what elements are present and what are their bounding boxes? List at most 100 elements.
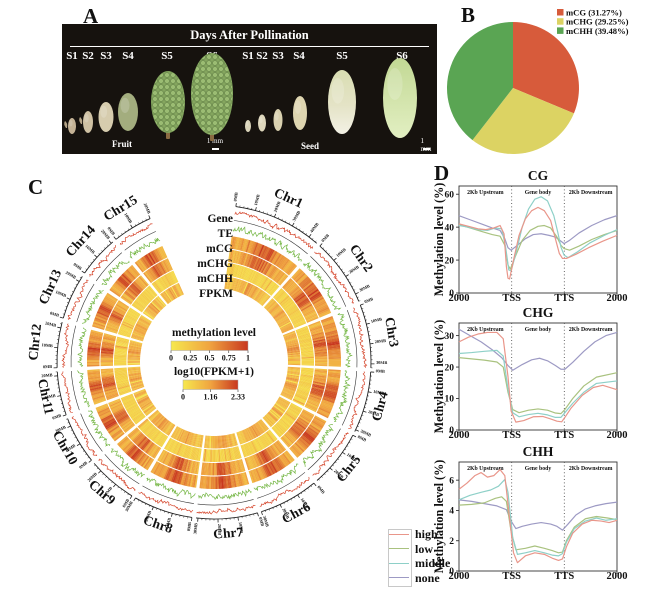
seed-stage-label-s6: S6 <box>396 50 408 62</box>
chart-title-chg: CHG <box>523 305 554 320</box>
fpkm-colorbar-tick: 2.33 <box>231 393 245 402</box>
te-density-line <box>303 262 342 311</box>
mchg-heatmap-ring <box>120 275 149 305</box>
mcg-heatmap-ring <box>248 450 295 484</box>
pie-slice-mcg <box>513 22 579 114</box>
mcg-heatmap-ring <box>150 461 198 488</box>
chart-chh: CHH Methylation level (%) 2Kb Upstream Gene… <box>432 444 628 582</box>
mcg-heatmap-ring <box>109 264 141 298</box>
mb-tick-label: 10MB <box>55 289 67 298</box>
fpkm-heatmap-ring <box>160 282 184 305</box>
fruit-s2-photo <box>79 111 93 133</box>
mb-tick-label: 30MB <box>291 210 301 222</box>
fpkm-colorbar-title: log10(FPKM+1) <box>174 366 254 378</box>
methylation-colorbar-tick: 0 <box>169 354 173 363</box>
chart-title-cg: CG <box>528 168 549 183</box>
mb-tick-label: 0MB <box>233 192 239 202</box>
mb-tick-label: 0MB <box>357 434 367 443</box>
mchh-heatmap-ring <box>272 288 307 329</box>
seed-stage-label-s3: S3 <box>272 50 284 62</box>
mchh-heatmap-ring <box>114 336 130 366</box>
mb-tick-label: 30MB <box>360 428 372 437</box>
chromosome-label-chr10: Chr10 <box>50 428 81 468</box>
gene-density-line <box>138 491 194 513</box>
gene-density-line <box>61 371 73 413</box>
region-label: 2Kb Downstream <box>569 466 613 472</box>
fpkm-heatmap-ring <box>280 366 301 401</box>
pie-legend-label-mchg: mCHG (29.25%) <box>566 17 629 27</box>
mchg-heatmap-ring <box>200 459 246 476</box>
mb-tick-label: 0MB <box>106 226 116 236</box>
gene-density-line <box>61 323 70 368</box>
x-tick-label: TTS <box>554 293 574 304</box>
chg-series-middle <box>458 349 618 419</box>
y-axis-label: Methylation level (%) <box>432 320 446 434</box>
te-density-line <box>232 226 302 262</box>
mcg-heatmap-ring <box>87 369 107 405</box>
mchh-heatmap-ring <box>292 367 314 407</box>
methylation-colorbar-tick: 0.25 <box>183 354 197 363</box>
fpkm-heatmap-ring <box>147 409 176 436</box>
mb-tick-label: 20MB <box>143 202 152 214</box>
fruit-stage-label-s1: S1 <box>66 50 78 62</box>
te-density-line <box>87 410 111 447</box>
chg-series-low <box>458 357 618 415</box>
mcg-heatmap-ring <box>117 435 155 471</box>
pie-slice-mchh <box>446 22 513 141</box>
mb-tick-label: 20MB <box>41 372 53 378</box>
mb-tick-label: 20MB <box>368 409 380 417</box>
mchg-heatmap-ring <box>308 320 328 367</box>
mb-tick-label: 20MB <box>333 468 345 479</box>
mb-tick-label: 0MB <box>186 522 192 532</box>
legend-label-middle: middle <box>415 556 451 571</box>
region-label: 2Kb Upstream <box>467 466 504 472</box>
gene-density-line <box>67 279 89 321</box>
chromosome-label-chr15: Chr15 <box>101 192 140 224</box>
legend-label-high: high <box>415 527 438 542</box>
track-labels: Gene TE mCG mCHG mCHH FPKM <box>197 213 233 300</box>
track-label-gene: Gene <box>207 213 233 225</box>
panel-c-letter: C <box>28 175 44 199</box>
mb-tick-label: 20MB <box>143 510 152 522</box>
mchh-heatmap-ring <box>151 270 179 294</box>
mchh-heatmap-ring <box>240 429 278 458</box>
mb-tick-label: 10MB <box>41 342 53 348</box>
mchh-heatmap-ring <box>131 285 158 313</box>
chromosome-chr3: 0MB 10MB 20MB 30MB Chr3 <box>282 296 402 369</box>
mb-tick-label: 0MB <box>121 498 130 508</box>
x-tick-label: TSS <box>502 430 521 441</box>
seed-stage-label-s5: S5 <box>336 50 348 62</box>
mb-tick-label: 20MB <box>100 228 111 240</box>
mb-tick-label: 10MB <box>335 247 347 258</box>
mb-tick-label: 10MB <box>370 316 382 324</box>
fpkm-heatmap-ring <box>262 396 291 428</box>
te-density-line <box>82 289 104 324</box>
mb-tick-label: 10MB <box>238 521 245 533</box>
fruit-scale-bar <box>212 148 219 150</box>
y-tick-label: 0 <box>449 426 454 436</box>
seed-s4-photo <box>293 96 307 130</box>
fpkm-heatmap-ring <box>282 330 301 366</box>
mb-tick-label: 10MB <box>123 212 133 224</box>
mcg-heatmap-ring <box>199 472 250 490</box>
methylation-colorbar-tick: 0.5 <box>205 354 215 363</box>
mchh-heatmap-ring <box>295 325 314 366</box>
chh-series-middle <box>458 478 618 557</box>
fpkm-heatmap-ring <box>236 419 270 445</box>
fpkm-heatmap-ring <box>224 276 271 307</box>
legend-label-none: none <box>415 570 440 585</box>
te-density-line <box>77 327 87 368</box>
region-label: Gene body <box>525 190 552 196</box>
te-density-line <box>129 237 161 259</box>
panel-a-photo-strip: Days After Pollination S1 S2 S3 S4 S5 S6… <box>62 24 437 154</box>
x-tick-label: TSS <box>502 293 521 304</box>
d-series-legend: high low middle none <box>388 527 451 587</box>
mcg-heatmap-ring <box>316 369 341 419</box>
region-label: 2Kb Upstream <box>467 327 504 333</box>
middle-line-swatch <box>389 562 409 564</box>
chart-title-chh: CHH <box>523 444 554 459</box>
fruit-s5-photo <box>151 71 185 139</box>
d-legend-frame <box>388 529 412 587</box>
